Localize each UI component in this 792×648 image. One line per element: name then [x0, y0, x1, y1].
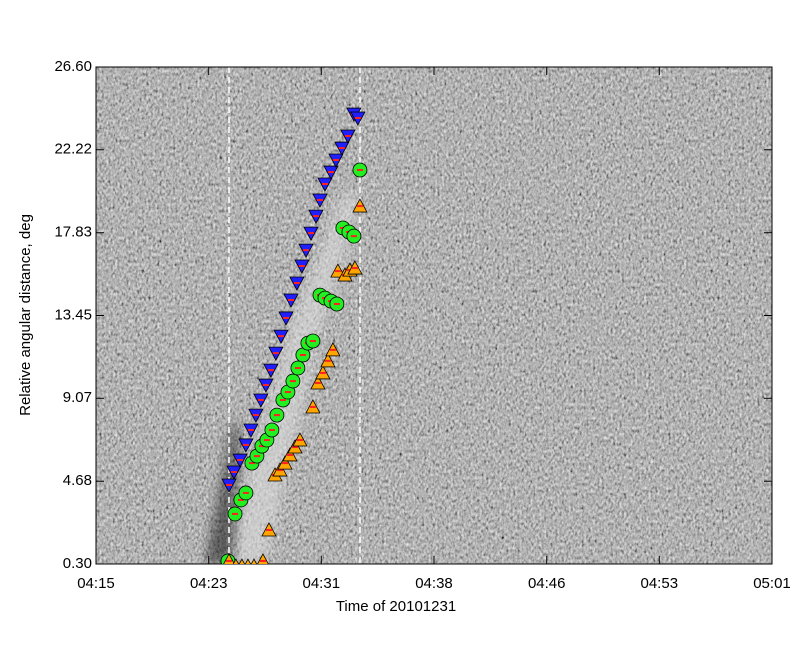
y-tick-label: 17.83: [54, 224, 92, 241]
data-marks: [220, 107, 368, 564]
x-tick-label: 04:46: [528, 575, 566, 592]
x-tick-label: 04:31: [303, 575, 341, 592]
x-tick-label: 04:53: [641, 575, 679, 592]
y-tick-label: 26.60: [54, 58, 92, 75]
x-tick-label: 04:15: [77, 575, 115, 592]
y-axis-label: Relative angular distance, deg: [17, 214, 34, 416]
x-tick-label: 04:23: [190, 575, 228, 592]
y-tick-label: 22.22: [54, 141, 92, 158]
plot-background: [96, 67, 772, 564]
point: [232, 558, 240, 564]
y-tick-label: 0.30: [63, 555, 92, 572]
point: [244, 558, 252, 564]
y-tick-label: 13.45: [54, 306, 92, 323]
x-tick-label: 05:01: [753, 575, 791, 592]
y-tick-label: 9.07: [63, 389, 92, 406]
x-tick-label: 04:38: [415, 575, 453, 592]
x-axis-label: Time of 20101231: [336, 598, 456, 615]
y-tick-label: 4.68: [63, 472, 92, 489]
point: [250, 558, 258, 564]
point: [238, 558, 246, 564]
